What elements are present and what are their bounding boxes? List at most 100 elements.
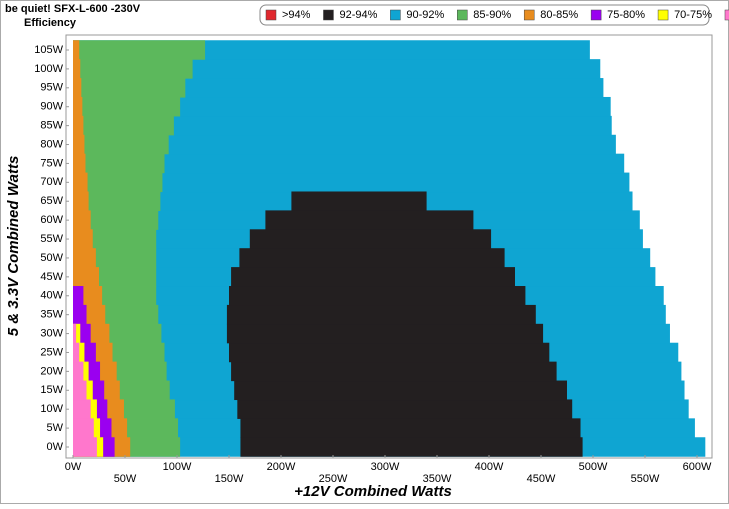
x-tick-label: 200W — [267, 461, 296, 473]
legend-swatch — [323, 9, 334, 21]
region-row — [291, 191, 427, 211]
region-row — [73, 59, 601, 79]
region-row — [73, 342, 80, 363]
legend-label: 80-85% — [540, 9, 578, 21]
x-tick-label: 350W — [423, 473, 452, 485]
region-row — [73, 78, 604, 98]
region-row — [73, 40, 206, 60]
region-row — [226, 304, 536, 325]
y-tick-label: 100W — [34, 63, 63, 75]
region-row — [73, 153, 625, 174]
region-row — [229, 342, 550, 363]
y-tick-label: 10W — [40, 403, 63, 415]
legend-label: 92-94% — [339, 9, 377, 21]
y-tick-label: 60W — [40, 214, 63, 226]
region-row — [73, 191, 161, 211]
region-row — [73, 191, 89, 211]
region-row — [73, 78, 82, 98]
plot-frame — [65, 34, 713, 459]
x-tick-label: 0W — [65, 461, 82, 473]
y-tick-label: 65W — [40, 195, 63, 207]
region-row — [73, 40, 80, 60]
region-row — [73, 248, 96, 268]
region-row — [265, 210, 474, 230]
region-row — [73, 96, 611, 117]
legend-swatch — [523, 9, 535, 21]
region-row — [249, 229, 492, 249]
y-tick-label: 45W — [40, 271, 63, 283]
region-row — [73, 96, 181, 117]
legend-swatch — [590, 9, 602, 21]
y-tick-label: 50W — [40, 252, 63, 264]
region-row — [73, 399, 91, 419]
region-row — [73, 323, 81, 344]
legend-label: 70-75% — [674, 9, 712, 21]
y-tick-label: 75W — [40, 157, 63, 169]
region-row — [73, 418, 94, 438]
region-row — [73, 134, 85, 155]
region-row — [73, 229, 93, 249]
region-row — [73, 115, 612, 136]
y-tick-label: 70W — [40, 176, 63, 188]
legend-swatch — [657, 9, 669, 21]
region-row — [239, 248, 505, 268]
region-row — [73, 96, 83, 117]
region-row — [73, 286, 84, 306]
y-tick-label: 0W — [47, 441, 64, 453]
region-row — [73, 172, 630, 193]
y-tick-label: 20W — [40, 365, 63, 377]
region-row — [73, 304, 87, 325]
legend-label: >94% — [282, 9, 311, 21]
x-tick-label: 600W — [683, 461, 712, 473]
y-axis-title: 5 & 3.3V Combined Watts — [5, 156, 22, 337]
x-axis-title: +12V Combined Watts — [294, 483, 452, 500]
chart-title: be quiet! SFX-L-600 -230V — [5, 3, 141, 15]
legend-label: 75-80% — [607, 9, 645, 21]
y-tick-label: 35W — [40, 309, 63, 321]
legend-swatch — [724, 9, 729, 21]
legend-swatch — [265, 9, 277, 21]
region-row — [73, 78, 186, 98]
y-tick-label: 90W — [40, 101, 63, 113]
region-row — [234, 380, 567, 401]
region-row — [73, 267, 99, 287]
y-tick-label: 105W — [34, 44, 63, 56]
x-tick-label: 100W — [163, 461, 192, 473]
x-tick-label: 300W — [371, 461, 400, 473]
region-row — [240, 437, 583, 457]
x-tick-label: 550W — [631, 473, 660, 485]
region-row — [73, 59, 193, 79]
region-row — [73, 323, 77, 344]
region-row — [73, 210, 91, 230]
y-tick-label: 15W — [40, 384, 63, 396]
region-row — [231, 267, 515, 287]
y-tick-label: 85W — [40, 120, 63, 132]
region-row — [73, 229, 157, 249]
y-tick-label: 55W — [40, 233, 63, 245]
legend-swatch — [457, 9, 468, 21]
x-tick-label: 250W — [319, 473, 348, 485]
x-tick-label: 50W — [114, 473, 137, 485]
y-tick-label: 25W — [40, 346, 63, 358]
region-row — [237, 399, 573, 419]
region-row — [73, 115, 84, 136]
region-row — [73, 361, 84, 382]
y-tick-label: 95W — [40, 82, 63, 94]
region-row — [73, 153, 86, 174]
y-tick-label: 30W — [40, 327, 63, 339]
region-row — [240, 418, 581, 438]
chart-subtitle: Efficiency — [24, 17, 77, 29]
region-row — [73, 59, 81, 79]
plot-area — [73, 40, 706, 457]
y-tick-label: 5W — [47, 422, 64, 434]
region-row — [73, 380, 87, 401]
region-row — [73, 134, 616, 155]
legend-label: 90-92% — [406, 9, 444, 21]
y-tick-label: 40W — [40, 290, 63, 302]
x-tick-label: 400W — [475, 461, 504, 473]
x-tick-label: 450W — [527, 473, 556, 485]
region-row — [73, 210, 159, 230]
region-row — [73, 153, 165, 174]
x-tick-label: 500W — [579, 461, 608, 473]
